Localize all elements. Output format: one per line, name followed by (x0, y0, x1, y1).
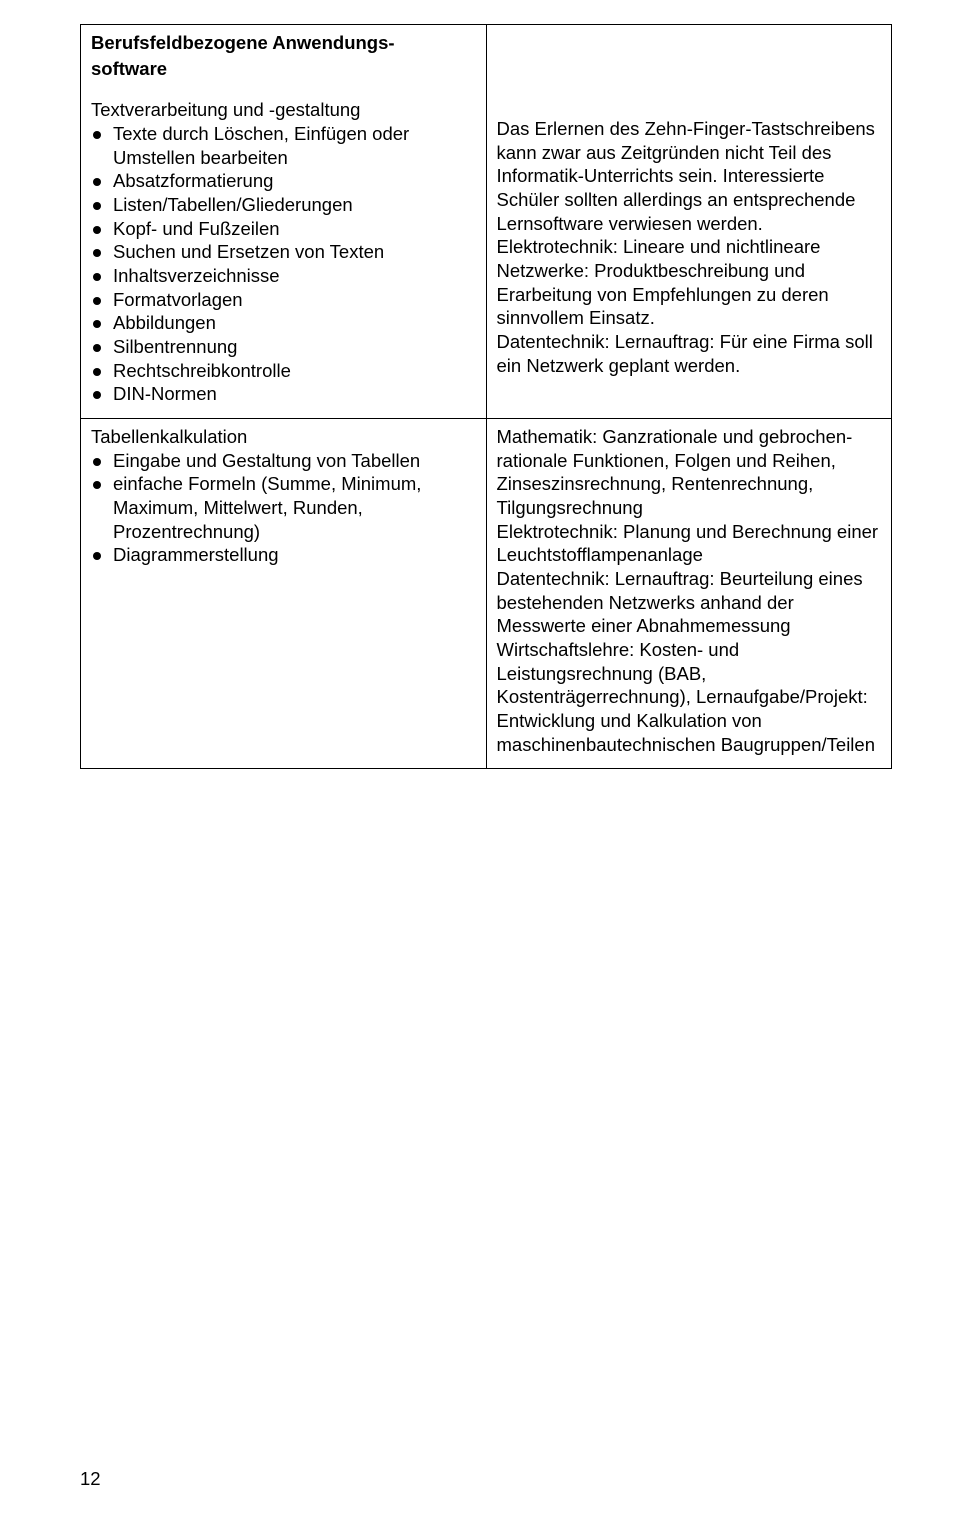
section1-heading: Textverarbeitung und -gestaltung (91, 98, 476, 122)
right-row1-text: Das Erlernen des Zehn-Finger-Tastschreib… (497, 117, 882, 377)
cell-right-1: Das Erlernen des Zehn-Finger-Tastschreib… (486, 25, 892, 419)
main-title-line2: software (91, 57, 476, 81)
main-title-line1: Berufsfeldbezogene Anwendungs- (91, 31, 476, 55)
table-row: Berufsfeldbezogene Anwendungs- software … (81, 25, 892, 419)
list-item: Eingabe und Gestaltung von Tabellen (91, 449, 476, 473)
table-row: Tabellenkalkulation Eingabe und Gestaltu… (81, 419, 892, 769)
list-item: Listen/Tabellen/Gliederungen (91, 193, 476, 217)
list-item: Suchen und Ersetzen von Texten (91, 240, 476, 264)
page: Berufsfeldbezogene Anwendungs- software … (0, 0, 960, 1532)
list-item: Inhaltsverzeichnisse (91, 264, 476, 288)
list-item: Kopf- und Fußzeilen (91, 217, 476, 241)
cell-left-2: Tabellenkalkulation Eingabe und Gestaltu… (81, 419, 487, 769)
content-table: Berufsfeldbezogene Anwendungs- software … (80, 24, 892, 769)
section1-list: Texte durch Löschen, Einfügen oder Umste… (91, 122, 476, 406)
page-number: 12 (80, 1468, 101, 1490)
list-item: Silbentrennung (91, 335, 476, 359)
list-item: Formatvorlagen (91, 288, 476, 312)
list-item: Absatzformatierung (91, 169, 476, 193)
spacer (497, 31, 882, 117)
list-item: Abbildungen (91, 311, 476, 335)
list-item: Diagrammerstellung (91, 543, 476, 567)
right-row2-text: Mathematik: Ganzrationale und gebrochen-… (497, 425, 882, 756)
list-item: Texte durch Löschen, Einfügen oder Umste… (91, 122, 476, 169)
cell-left-1: Berufsfeldbezogene Anwendungs- software … (81, 25, 487, 419)
list-item: DIN-Normen (91, 382, 476, 406)
section2-list: Eingabe und Gestaltung von Tabellen einf… (91, 449, 476, 567)
cell-right-2: Mathematik: Ganzrationale und gebrochen-… (486, 419, 892, 769)
list-item: einfache Formeln (Summe, Minimum, Maximu… (91, 472, 476, 543)
section2-heading: Tabellenkalkulation (91, 425, 476, 449)
list-item: Rechtschreibkontrolle (91, 359, 476, 383)
